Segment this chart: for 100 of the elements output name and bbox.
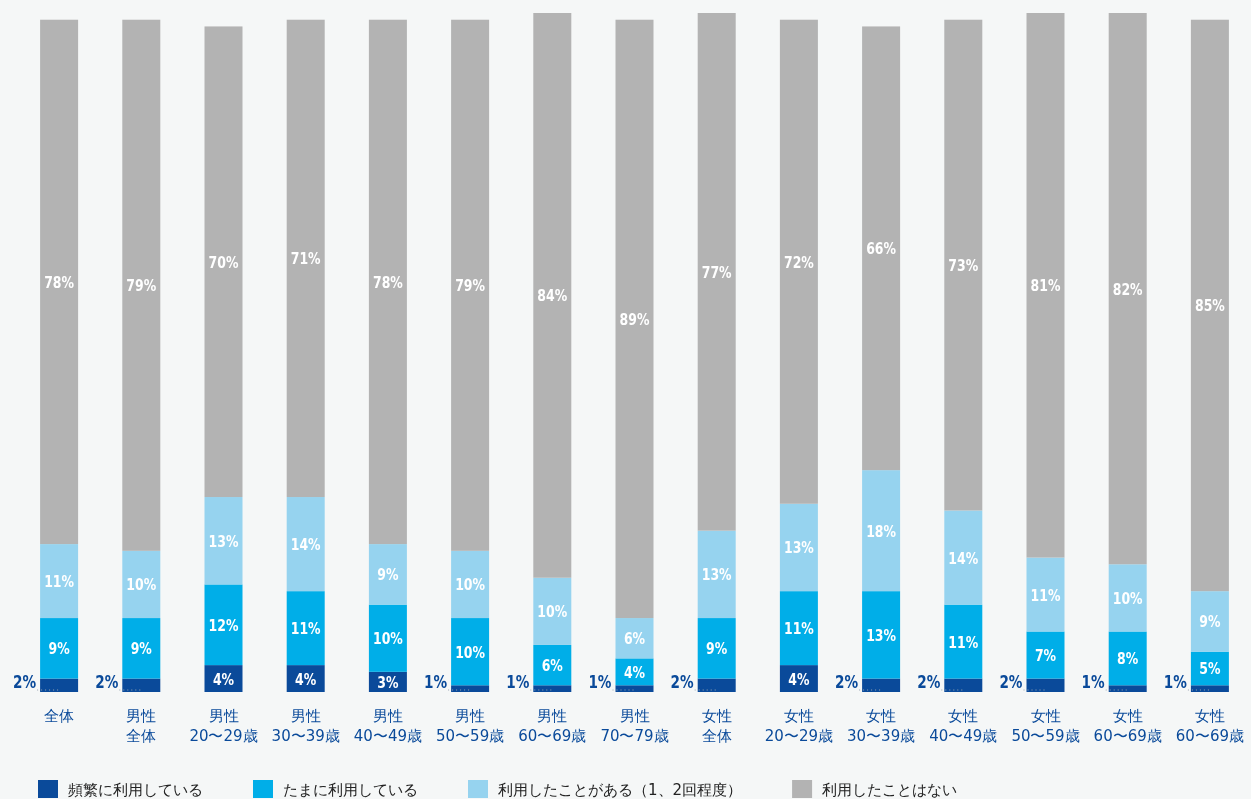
bar bbox=[944, 510, 983, 605]
data-label: 14% bbox=[948, 548, 987, 568]
bar bbox=[862, 470, 901, 592]
data-label: 89% bbox=[619, 309, 658, 329]
data-label: 66% bbox=[866, 239, 905, 259]
bar bbox=[40, 19, 79, 545]
bar bbox=[697, 678, 736, 692]
x-tick-label: 男性60〜69歳 bbox=[518, 707, 587, 745]
data-label: 78% bbox=[44, 272, 83, 292]
data-label: 1% bbox=[588, 672, 618, 692]
data-label: 13% bbox=[701, 565, 741, 585]
legend-label: 利用したことがある（1、2回程度） bbox=[498, 781, 743, 799]
data-label: 4% bbox=[788, 669, 816, 689]
bar bbox=[779, 19, 818, 504]
bar bbox=[451, 685, 490, 692]
data-label: 11% bbox=[44, 572, 83, 592]
x-tick-label: 男性50〜59歳 bbox=[436, 707, 505, 745]
data-label: 85% bbox=[1194, 296, 1234, 316]
bar bbox=[368, 544, 407, 605]
bar bbox=[1190, 19, 1229, 592]
data-label: 13% bbox=[783, 538, 823, 558]
data-label: 18% bbox=[866, 521, 905, 541]
bar bbox=[862, 26, 901, 471]
bar bbox=[40, 544, 79, 619]
data-label: 6% bbox=[541, 656, 569, 676]
bar bbox=[451, 550, 490, 619]
bar bbox=[944, 678, 983, 692]
bar bbox=[1190, 591, 1229, 652]
bar bbox=[204, 497, 243, 585]
bar bbox=[286, 591, 325, 666]
bar bbox=[1108, 631, 1147, 686]
data-label: 2% bbox=[13, 672, 42, 692]
data-label: 70% bbox=[208, 252, 247, 272]
bar bbox=[779, 591, 818, 666]
data-label: 72% bbox=[783, 252, 823, 272]
bar bbox=[122, 550, 161, 619]
data-label: 1% bbox=[424, 672, 453, 692]
x-tick-label: 女性20〜29歳 bbox=[764, 707, 833, 745]
bar bbox=[122, 19, 161, 551]
data-label: 13% bbox=[208, 531, 247, 551]
bar bbox=[368, 19, 407, 545]
bar bbox=[1190, 685, 1229, 692]
data-label: 8% bbox=[1117, 649, 1145, 669]
data-label: 6% bbox=[623, 629, 652, 649]
data-label: 77% bbox=[701, 262, 741, 282]
data-label: 2% bbox=[999, 672, 1029, 692]
bar bbox=[451, 19, 490, 551]
data-label: 1% bbox=[1163, 672, 1193, 692]
data-label: 10% bbox=[537, 602, 576, 622]
data-label: 1% bbox=[506, 672, 536, 692]
data-label: 84% bbox=[537, 286, 576, 306]
x-tick-label: 女性50〜59歳 bbox=[1011, 707, 1080, 745]
x-tick-label: 男性40〜49歳 bbox=[353, 707, 422, 745]
legend-label: たまに利用している bbox=[283, 781, 418, 799]
data-label: 11% bbox=[1030, 585, 1069, 605]
x-tick-label: 女性60〜69歳 bbox=[1093, 707, 1162, 745]
data-label: 2% bbox=[670, 672, 700, 692]
bar bbox=[1108, 564, 1147, 632]
bar bbox=[286, 19, 325, 498]
x-tick-label: 男性20〜29歳 bbox=[189, 707, 258, 745]
x-tick-label: 男性70〜79歳 bbox=[600, 707, 669, 745]
x-tick-label: 男性30〜39歳 bbox=[271, 707, 340, 745]
data-label: 14% bbox=[290, 535, 330, 555]
bar bbox=[533, 577, 572, 645]
bar bbox=[204, 26, 243, 498]
bar bbox=[40, 618, 79, 679]
data-label: 11% bbox=[948, 632, 987, 652]
data-label: 9% bbox=[48, 639, 76, 659]
data-label: 2% bbox=[917, 672, 947, 692]
bar bbox=[286, 497, 325, 592]
data-label: 79% bbox=[126, 276, 165, 296]
bar bbox=[697, 618, 736, 679]
bar bbox=[862, 678, 901, 692]
bar bbox=[615, 685, 654, 692]
data-label: 81% bbox=[1030, 276, 1069, 296]
bar bbox=[368, 604, 407, 672]
bar bbox=[204, 584, 243, 666]
data-label: 2% bbox=[835, 672, 864, 692]
bar bbox=[615, 19, 654, 619]
bar bbox=[862, 591, 901, 679]
bar bbox=[1026, 13, 1065, 558]
bar bbox=[697, 530, 736, 619]
legend-label: 利用したことはない bbox=[822, 781, 958, 799]
bar bbox=[451, 618, 490, 686]
data-label: 2% bbox=[95, 672, 125, 692]
data-label: 10% bbox=[126, 575, 165, 595]
data-label: 10% bbox=[455, 575, 494, 595]
x-tick-label: 女性60〜69歳 bbox=[1175, 707, 1244, 745]
x-tick-label: 女性40〜49歳 bbox=[929, 707, 998, 745]
data-label: 12% bbox=[208, 615, 247, 635]
data-label: 79% bbox=[455, 276, 494, 296]
data-label: 9% bbox=[130, 639, 158, 659]
bar bbox=[1026, 631, 1065, 679]
bar bbox=[1108, 13, 1147, 565]
bar bbox=[1026, 557, 1065, 632]
data-label: 4% bbox=[212, 669, 241, 689]
bar bbox=[944, 604, 983, 679]
data-label: 10% bbox=[372, 629, 412, 649]
data-label: 4% bbox=[295, 669, 323, 689]
data-label: 3% bbox=[377, 672, 405, 692]
